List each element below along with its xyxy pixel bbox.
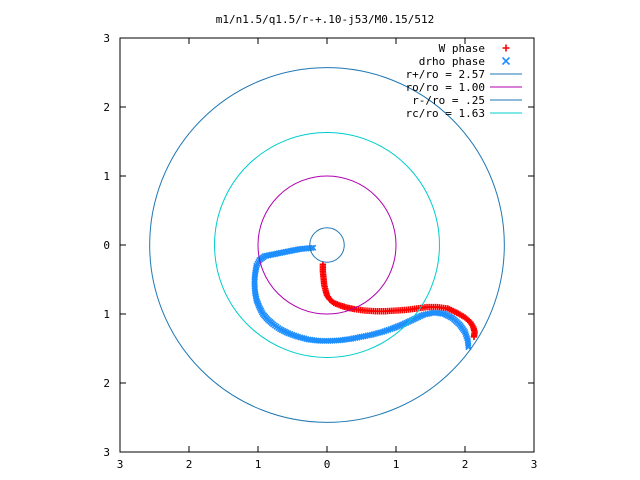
series-1 (251, 244, 472, 351)
legend-label: r-/ro = .25 (412, 94, 485, 107)
x-ticks: 3 2 1 0 1 2 3 (117, 38, 538, 471)
y-ticks: 3 2 1 0 1 2 3 (103, 32, 534, 459)
circle-mark (214, 132, 440, 358)
series-2 (149, 67, 505, 423)
legend-label: ro/ro = 1.00 (406, 81, 485, 94)
y-tick-label: 1 (103, 170, 110, 183)
x-tick-label: 0 (324, 458, 331, 471)
point-mark (465, 343, 472, 351)
x-tick-label: 3 (117, 458, 124, 471)
y-tick-label: 1 (103, 308, 110, 321)
series-4 (309, 227, 345, 263)
legend-label: drho phase (419, 55, 485, 68)
circle-mark (309, 227, 345, 263)
series-layer (149, 67, 505, 423)
legend-label: r+/ro = 2.57 (406, 68, 485, 81)
circle-mark (149, 67, 505, 423)
x-tick-label: 2 (462, 458, 469, 471)
y-tick-label: 2 (103, 101, 110, 114)
point-mark (470, 333, 478, 340)
x-tick-label: 2 (186, 458, 193, 471)
x-tick-label: 3 (531, 458, 538, 471)
y-tick-label: 3 (103, 446, 110, 459)
x-tick-label: 1 (393, 458, 400, 471)
point-mark (465, 342, 472, 349)
legend-sample (502, 44, 510, 52)
y-tick-label: 3 (103, 32, 110, 45)
legend-sample (501, 56, 511, 66)
x-tick-label: 1 (255, 458, 262, 471)
y-tick-label: 2 (103, 377, 110, 390)
series-0 (319, 261, 478, 340)
series-5 (214, 132, 440, 358)
chart-title: m1/n1.5/q1.5/r-+.10-j53/M0.15/512 (216, 13, 435, 26)
circle-mark (257, 175, 397, 315)
series-3 (257, 175, 397, 315)
y-tick-label: 0 (103, 239, 110, 252)
legend-label: rc/ro = 1.63 (406, 107, 485, 120)
legend-label: W phase (439, 42, 485, 55)
